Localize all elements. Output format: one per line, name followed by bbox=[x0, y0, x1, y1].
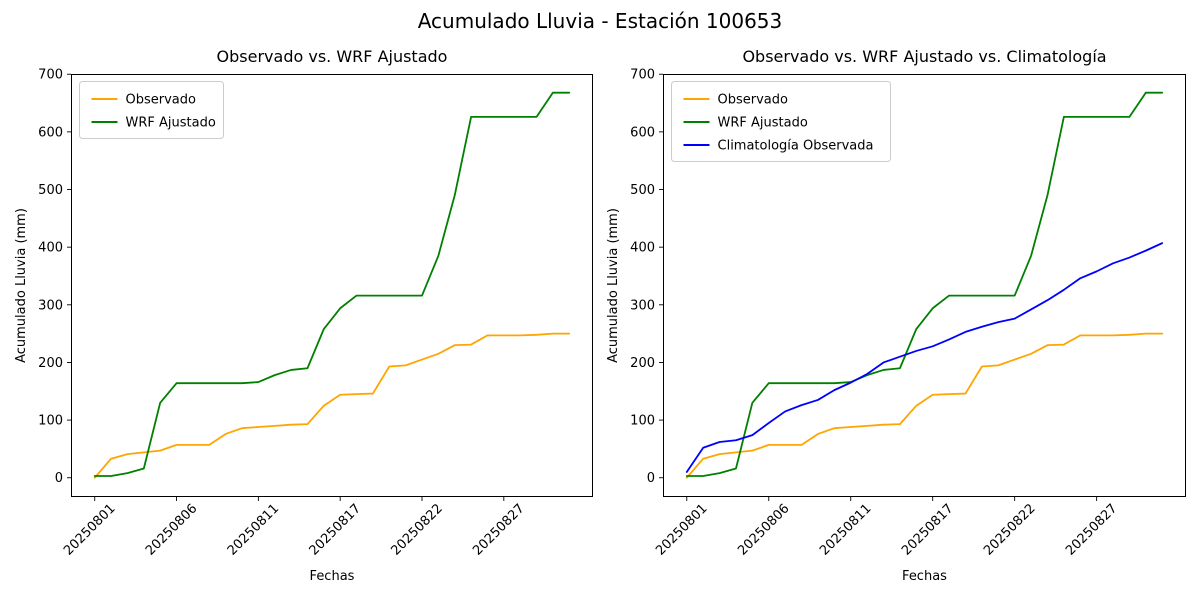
series-line-observado bbox=[685, 332, 1164, 479]
y-tick-label: 100 bbox=[38, 414, 63, 429]
x-axis-label: Fechas bbox=[902, 569, 947, 584]
legend: Observado WRF Ajustado Climatología Observ… bbox=[671, 81, 891, 162]
y-tick-label: 500 bbox=[38, 183, 63, 198]
x-tick-label: 20250822 bbox=[388, 501, 445, 558]
figure-suptitle: Acumulado Lluvia - Estación 100653 bbox=[417, 9, 783, 33]
y-tick-label: 400 bbox=[630, 241, 655, 256]
y-tick-label: 0 bbox=[55, 471, 63, 486]
series-line-observado bbox=[93, 332, 571, 479]
y-tick-label: 200 bbox=[38, 356, 63, 371]
y-axis-label: Acumulado Lluvia (mm) bbox=[14, 208, 29, 363]
axes-frame bbox=[663, 74, 1186, 497]
x-tick-label: 20250806 bbox=[735, 501, 792, 558]
y-tick-label: 200 bbox=[630, 356, 655, 371]
y-tick-label: 100 bbox=[630, 414, 655, 429]
x-tick-label: 20250827 bbox=[470, 501, 527, 558]
legend-label: WRF Ajustado bbox=[718, 116, 808, 131]
y-axis-label: Acumulado Lluvia (mm) bbox=[606, 208, 621, 363]
series-line-wrf-ajustado bbox=[93, 91, 571, 477]
legend-box bbox=[671, 81, 891, 162]
left-chart: Observado vs. WRF Ajustado 0 100 200 300 400 5… bbox=[14, 47, 593, 584]
series-line-wrf-ajustado bbox=[685, 91, 1164, 477]
y-tick-label: 600 bbox=[630, 125, 655, 140]
y-tick-label: 0 bbox=[647, 471, 655, 486]
legend-label: Climatología Observada bbox=[718, 139, 874, 154]
y-tick-label: 300 bbox=[38, 298, 63, 313]
y-tick-label: 500 bbox=[630, 183, 655, 198]
x-tick-label: 20250801 bbox=[653, 501, 710, 558]
x-tick-label: 20250811 bbox=[817, 501, 874, 558]
x-tick-label: 20250806 bbox=[143, 501, 200, 558]
series-line-climatolog-a-observada bbox=[685, 242, 1164, 473]
right-chart: Observado vs. WRF Ajustado vs. Climatolo… bbox=[606, 47, 1186, 584]
legend-label: Observado bbox=[126, 93, 197, 108]
x-tick-label: 20250817 bbox=[899, 501, 956, 558]
x-axis-label: Fechas bbox=[310, 569, 355, 584]
legend: Observado WRF Ajustado bbox=[79, 81, 224, 139]
y-tick-label: 600 bbox=[38, 125, 63, 140]
chart-title: Observado vs. WRF Ajustado vs. Climatolo… bbox=[742, 47, 1106, 66]
x-tick-label: 20250827 bbox=[1063, 501, 1120, 558]
chart-title: Observado vs. WRF Ajustado bbox=[217, 47, 448, 66]
y-tick-label: 700 bbox=[38, 68, 63, 83]
x-tick-label: 20250811 bbox=[225, 501, 282, 558]
x-tick-label: 20250817 bbox=[307, 501, 364, 558]
legend-box bbox=[79, 81, 224, 139]
x-tick-label: 20250801 bbox=[61, 501, 118, 558]
y-tick-label: 700 bbox=[630, 68, 655, 83]
axes-frame bbox=[71, 74, 593, 497]
y-tick-label: 400 bbox=[38, 241, 63, 256]
legend-label: WRF Ajustado bbox=[126, 116, 216, 131]
legend-label: Observado bbox=[718, 93, 789, 108]
x-tick-label: 20250822 bbox=[981, 501, 1038, 558]
y-tick-label: 300 bbox=[630, 298, 655, 313]
